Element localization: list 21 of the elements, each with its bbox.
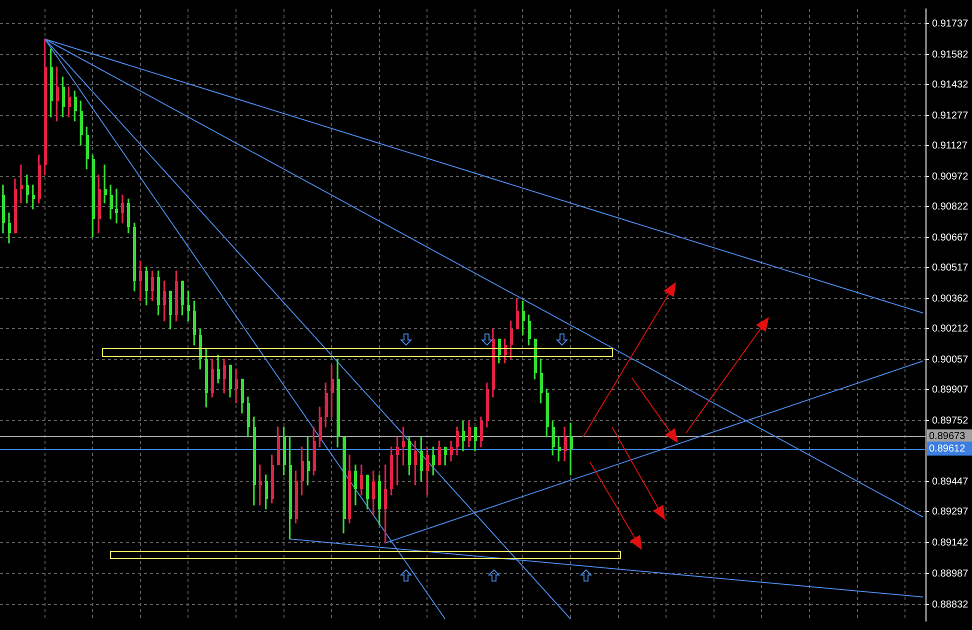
ref-line-label: 0.89612 <box>929 443 966 454</box>
y-tick-label: 0.90057 <box>932 354 969 366</box>
y-tick-label: 0.88832 <box>932 599 969 610</box>
y-tick-label: 0.90667 <box>932 232 969 244</box>
y-tick-label: 0.89297 <box>932 506 969 518</box>
y-tick-label: 0.91582 <box>932 49 969 60</box>
y-tick-label: 0.89447 <box>932 476 969 488</box>
y-tick-label: 0.91432 <box>932 79 969 90</box>
y-tick-label: 0.89142 <box>932 537 969 548</box>
y-tick-label: 0.91127 <box>932 140 968 152</box>
y-tick-label: 0.90972 <box>932 171 969 182</box>
y-tick-label: 0.90212 <box>932 323 969 334</box>
y-tick-label: 0.90517 <box>932 262 969 274</box>
y-tick-label: 0.90362 <box>932 293 969 304</box>
y-tick-label: 0.88987 <box>932 568 969 580</box>
y-tick-label: 0.89907 <box>932 384 969 396</box>
y-tick-label: 0.91277 <box>932 110 969 122</box>
y-tick-label: 0.91737 <box>932 18 969 30</box>
y-tick-label: 0.90822 <box>932 201 969 212</box>
ref-line-label: 0.89673 <box>929 431 966 442</box>
y-tick-label: 0.89752 <box>932 415 969 426</box>
